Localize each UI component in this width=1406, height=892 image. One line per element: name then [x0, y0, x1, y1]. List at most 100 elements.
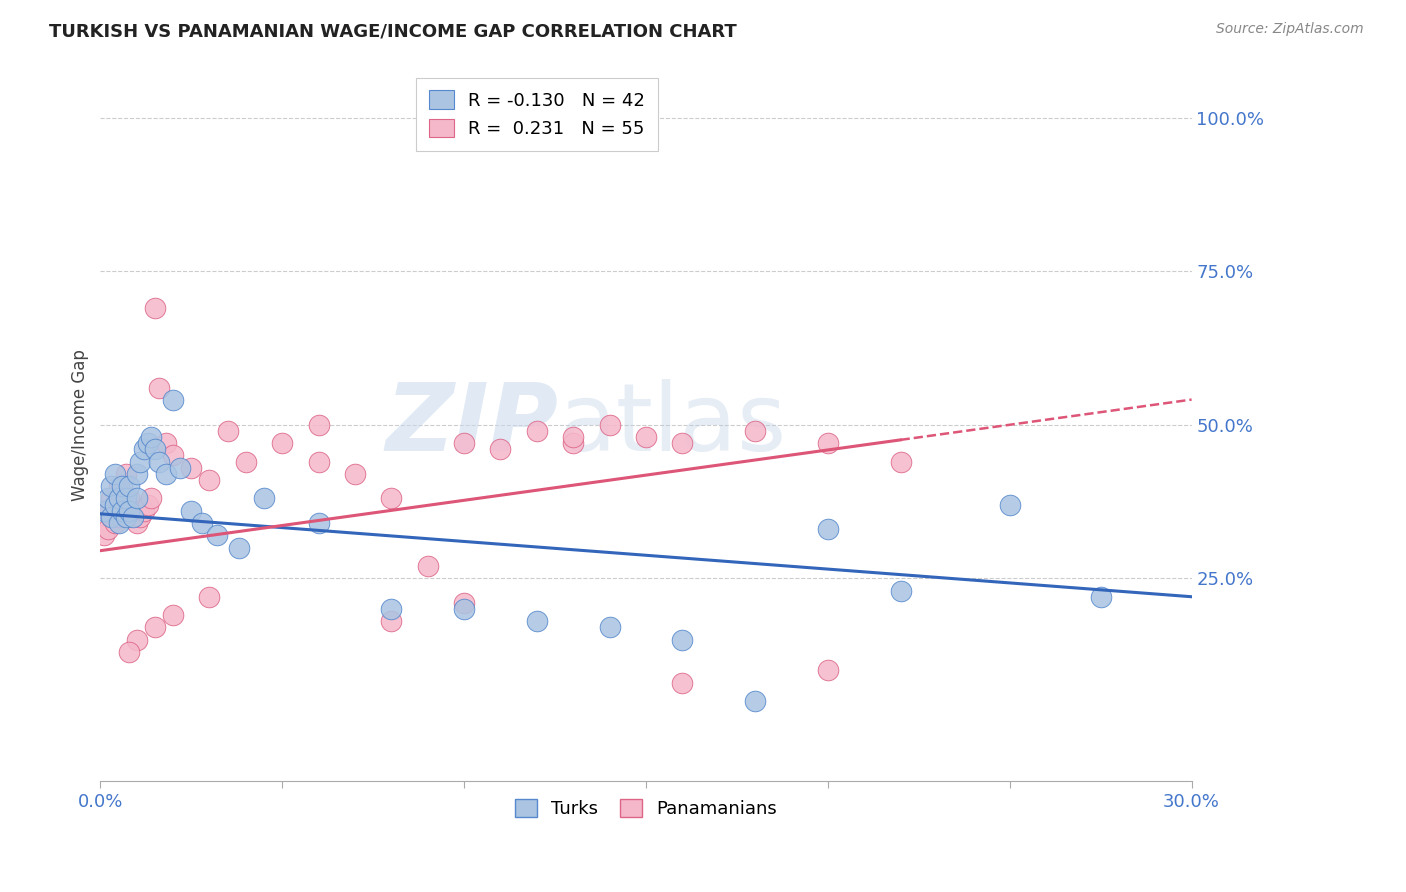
Point: [143, 301, 166, 315]
Point: [744, 694, 766, 708]
Point: [162, 393, 184, 408]
Point: [141, 491, 163, 506]
Point: [180, 460, 202, 475]
Point: [162, 449, 184, 463]
Point: [599, 417, 621, 432]
Point: [129, 509, 152, 524]
Point: [308, 516, 330, 530]
Point: [125, 491, 148, 506]
Point: [148, 454, 170, 468]
Point: [141, 430, 163, 444]
Point: [129, 454, 152, 468]
Point: [107, 509, 129, 524]
Point: [118, 479, 141, 493]
Point: [107, 479, 129, 493]
Point: [671, 436, 693, 450]
Point: [136, 436, 159, 450]
Point: [489, 442, 512, 457]
Point: [169, 460, 191, 475]
Point: [453, 602, 475, 616]
Point: [143, 442, 166, 457]
Point: [526, 424, 548, 438]
Point: [198, 590, 221, 604]
Point: [100, 479, 122, 493]
Point: [308, 454, 330, 468]
Point: [271, 436, 294, 450]
Point: [118, 645, 141, 659]
Point: [1090, 590, 1112, 604]
Point: [104, 498, 127, 512]
Point: [235, 454, 257, 468]
Point: [253, 491, 276, 506]
Point: [453, 596, 475, 610]
Point: [125, 516, 148, 530]
Point: [380, 615, 402, 629]
Point: [104, 516, 127, 530]
Point: [562, 436, 585, 450]
Point: [111, 485, 134, 500]
Point: [114, 498, 136, 512]
Point: [198, 473, 221, 487]
Point: [817, 664, 839, 678]
Point: [118, 509, 141, 524]
Text: TURKISH VS PANAMANIAN WAGE/INCOME GAP CORRELATION CHART: TURKISH VS PANAMANIAN WAGE/INCOME GAP CO…: [49, 22, 737, 40]
Y-axis label: Wage/Income Gap: Wage/Income Gap: [72, 349, 89, 500]
Point: [111, 479, 134, 493]
Point: [155, 436, 177, 450]
Point: [100, 509, 122, 524]
Point: [97, 491, 120, 506]
Point: [817, 436, 839, 450]
Point: [890, 583, 912, 598]
Text: atlas: atlas: [558, 379, 787, 471]
Point: [217, 424, 239, 438]
Point: [380, 602, 402, 616]
Point: [132, 442, 155, 457]
Point: [114, 467, 136, 481]
Point: [104, 498, 127, 512]
Point: [114, 509, 136, 524]
Point: [191, 516, 214, 530]
Point: [97, 504, 120, 518]
Point: [671, 632, 693, 647]
Point: [671, 675, 693, 690]
Point: [118, 491, 141, 506]
Point: [100, 509, 122, 524]
Legend: Turks, Panamanians: Turks, Panamanians: [508, 792, 785, 825]
Point: [100, 491, 122, 506]
Point: [162, 608, 184, 623]
Point: [118, 504, 141, 518]
Point: [122, 504, 145, 518]
Point: [998, 498, 1021, 512]
Point: [107, 491, 129, 506]
Point: [104, 467, 127, 481]
Point: [205, 528, 228, 542]
Text: Source: ZipAtlas.com: Source: ZipAtlas.com: [1216, 22, 1364, 37]
Point: [143, 620, 166, 634]
Point: [132, 504, 155, 518]
Point: [308, 417, 330, 432]
Point: [136, 498, 159, 512]
Point: [380, 491, 402, 506]
Point: [93, 528, 115, 542]
Point: [634, 430, 657, 444]
Point: [228, 541, 250, 555]
Point: [817, 522, 839, 536]
Point: [416, 559, 439, 574]
Point: [125, 632, 148, 647]
Point: [343, 467, 366, 481]
Point: [111, 504, 134, 518]
Point: [122, 509, 145, 524]
Point: [97, 522, 120, 536]
Point: [111, 504, 134, 518]
Point: [453, 436, 475, 450]
Point: [180, 504, 202, 518]
Text: ZIP: ZIP: [385, 379, 558, 471]
Point: [155, 467, 177, 481]
Point: [93, 504, 115, 518]
Point: [526, 615, 548, 629]
Point: [125, 467, 148, 481]
Point: [114, 491, 136, 506]
Point: [107, 516, 129, 530]
Point: [744, 424, 766, 438]
Point: [890, 454, 912, 468]
